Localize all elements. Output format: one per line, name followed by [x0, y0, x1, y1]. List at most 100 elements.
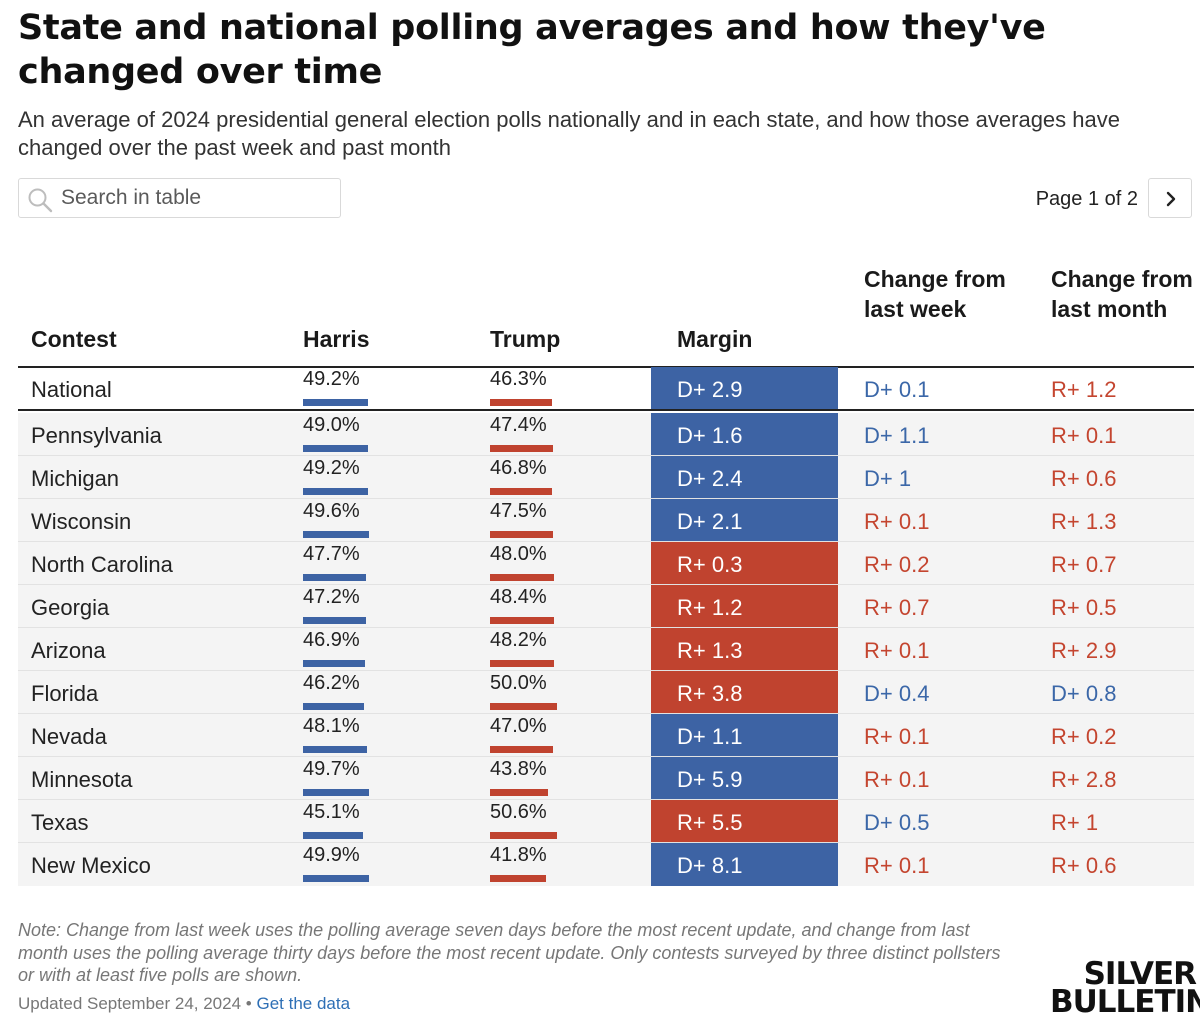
trump-bar [490, 574, 554, 581]
table-row: Minnesota 49.7% 43.8% D+ 5.9 R+ 0.1 R+ 2.8 [18, 757, 1194, 800]
harris-bar [303, 660, 366, 667]
table-row: Nevada 48.1% 47.0% D+ 1.1 R+ 0.1 R+ 0.2 [18, 714, 1194, 757]
table-row: North Carolina 47.7% 48.0% R+ 0.3 R+ 0.2 R+ 0… [18, 542, 1194, 585]
harris-value: 46.2% [303, 672, 360, 694]
contest-name: Florida [31, 681, 99, 706]
change-month-value: R+ 2.8 [1051, 767, 1117, 792]
margin-cell: D+ 1.1 [651, 714, 838, 756]
table-row: Texas 45.1% 50.6% R+ 5.5 D+ 0.5 R+ 1 [18, 800, 1194, 843]
harris-value: 46.9% [303, 629, 360, 651]
contest-name: North Carolina [31, 552, 173, 577]
pagination-label: Page 1 of 2 [1035, 188, 1138, 210]
margin-value: D+ 1.6 [677, 423, 743, 448]
column-header-margin[interactable]: Margin [677, 326, 753, 352]
trump-value: 46.3% [490, 368, 547, 390]
change-week-value: R+ 0.1 [864, 767, 930, 792]
change-week-value: R+ 0.1 [864, 509, 930, 534]
change-week-value: R+ 0.1 [864, 853, 930, 878]
contest-name: Michigan [31, 466, 120, 491]
margin-value: R+ 1.3 [677, 638, 743, 663]
margin-cell: R+ 5.5 [651, 800, 838, 842]
change-month-value: R+ 0.1 [1051, 423, 1117, 448]
column-header-contest[interactable]: Contest [31, 326, 117, 352]
change-month-value: R+ 0.6 [1051, 466, 1117, 491]
change-month-value: R+ 0.5 [1051, 595, 1117, 620]
harris-value: 45.1% [303, 801, 360, 823]
trump-bar [490, 660, 555, 667]
trump-value: 41.8% [490, 844, 547, 866]
harris-value: 49.2% [303, 368, 360, 390]
margin-cell: R+ 3.8 [651, 671, 838, 713]
national-divider [18, 409, 1194, 411]
column-header-harris[interactable]: Harris [303, 326, 370, 352]
change-week-value: R+ 0.7 [864, 595, 930, 620]
table-row: Arizona 46.9% 48.2% R+ 1.3 R+ 0.1 R+ 2.9 [18, 628, 1194, 671]
margin-value: R+ 0.3 [677, 552, 743, 577]
search-box[interactable] [18, 178, 341, 218]
change-month-value: R+ 1.2 [1051, 377, 1117, 402]
trump-value: 48.0% [490, 543, 547, 565]
trump-value: 46.8% [490, 457, 547, 479]
chevron-right-icon [1166, 191, 1176, 207]
margin-value: D+ 2.1 [677, 509, 743, 534]
margin-cell: R+ 1.2 [651, 585, 838, 627]
margin-value: D+ 8.1 [677, 853, 743, 878]
contest-name: Wisconsin [31, 509, 132, 534]
change-month-value: R+ 0.7 [1051, 552, 1117, 577]
search-input[interactable] [61, 183, 331, 213]
margin-cell: R+ 0.3 [651, 542, 838, 584]
margin-value: D+ 5.9 [677, 767, 743, 792]
change-month-value: R+ 1 [1051, 810, 1099, 835]
margin-value: R+ 3.8 [677, 681, 743, 706]
trump-bar [490, 445, 553, 452]
harris-bar [303, 488, 369, 495]
harris-bar [303, 445, 369, 452]
get-data-link[interactable]: Get the data [256, 994, 351, 1013]
contest-name: New Mexico [31, 853, 151, 878]
harris-bar [303, 617, 366, 624]
trump-bar [490, 531, 554, 538]
margin-cell: D+ 5.9 [651, 757, 838, 799]
table-row: National 49.2% 46.3% D+ 2.9 D+ 0.1 R+ 1.2 [18, 367, 1194, 409]
change-week-value: D+ 0.1 [864, 377, 930, 402]
harris-value: 49.7% [303, 758, 360, 780]
harris-bar [303, 746, 367, 753]
change-month-value: R+ 2.9 [1051, 638, 1117, 663]
page-subtitle: An average of 2024 presidential general … [18, 107, 1120, 160]
table-row: New Mexico 49.9% 41.8% D+ 8.1 R+ 0.1 R+ 0.6 [18, 843, 1194, 886]
change-week-value: R+ 0.2 [864, 552, 930, 577]
margin-cell: D+ 2.1 [651, 499, 838, 541]
margin-cell: D+ 2.4 [651, 456, 838, 498]
column-header-change-month[interactable]: Change from last month [1051, 266, 1193, 322]
next-page-button[interactable] [1148, 178, 1192, 218]
trump-bar [490, 789, 549, 796]
harris-value: 47.2% [303, 586, 360, 608]
logo-line-1: SILVER [1083, 956, 1197, 992]
change-week-value: R+ 0.1 [864, 724, 930, 749]
harris-value: 49.2% [303, 457, 360, 479]
margin-value: R+ 5.5 [677, 810, 743, 835]
table-row: Michigan 49.2% 46.8% D+ 2.4 D+ 1 R+ 0.6 [18, 456, 1194, 499]
harris-bar [303, 789, 370, 796]
column-header-change-week[interactable]: Change from last week [864, 266, 1006, 322]
margin-value: R+ 1.2 [677, 595, 743, 620]
margin-cell: R+ 1.3 [651, 628, 838, 670]
harris-bar [303, 574, 367, 581]
trump-bar [490, 488, 553, 495]
page-title: State and national polling averages and … [18, 8, 1046, 92]
margin-cell: D+ 1.6 [651, 413, 838, 455]
margin-value: D+ 2.4 [677, 466, 743, 491]
search-icon [27, 187, 53, 213]
change-month-value: R+ 1.3 [1051, 509, 1117, 534]
trump-bar [490, 746, 553, 753]
harris-value: 49.6% [303, 500, 360, 522]
change-week-value: R+ 0.1 [864, 638, 930, 663]
separator-dot: • [245, 994, 252, 1013]
trump-value: 43.8% [490, 758, 547, 780]
harris-bar [303, 832, 363, 839]
column-header-trump[interactable]: Trump [490, 326, 561, 352]
change-week-value: D+ 0.4 [864, 681, 930, 706]
header-divider [18, 366, 1194, 368]
trump-bar [490, 617, 555, 624]
harris-bar [303, 875, 370, 882]
